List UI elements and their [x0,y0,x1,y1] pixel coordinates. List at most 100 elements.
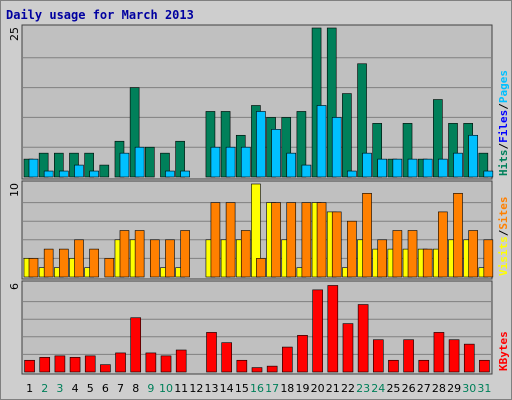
bar-kbytes-day-26 [403,339,414,373]
day-label-18: 18 [280,382,294,395]
bar-kbytes-day-29 [448,339,460,373]
bar-kbytes-day-19 [297,335,308,373]
bar-hits-day-20 [311,27,322,178]
bar-sites-day-16 [256,258,266,278]
day-label-11: 11 [174,382,188,395]
bar-pages-day-15 [240,146,251,178]
bar-sites-day-15 [240,230,251,278]
bar-sites-day-27 [422,248,433,278]
bar-hits-day-2 [38,152,49,178]
panel-middle-legend: Visits/Sites [497,197,510,277]
bar-kbytes-day-6 [100,364,111,373]
bar-pages-day-22 [347,170,357,178]
day-label-24: 24 [371,382,385,395]
panel-middle: 10 Visits/Sites [8,180,510,280]
day-label-2: 2 [41,382,48,395]
bar-pages-day-16 [256,111,266,178]
bar-hits-day-18 [281,117,292,178]
bar-kbytes-day-25 [388,359,399,373]
bar-pages-day-1 [28,158,39,178]
day-label-17: 17 [265,382,279,395]
bar-sites-day-11 [180,230,190,278]
legend-separator: / [497,143,510,150]
day-label-13: 13 [205,382,219,395]
bar-kbytes-day-24 [372,339,384,373]
day-label-16: 16 [250,382,264,395]
day-label-29: 29 [447,382,461,395]
bar-sites-day-28 [438,211,448,278]
day-label-8: 8 [132,382,139,395]
bar-kbytes-day-28 [433,332,445,373]
bar-kbytes-day-3 [54,355,66,373]
bar-sites-day-8 [134,230,145,278]
bar-hits-day-5 [84,152,94,178]
bar-sites-day-19 [301,202,312,278]
bar-pages-day-27 [422,158,433,178]
bar-pages-day-24 [377,158,388,178]
bar-hits-day-28 [433,99,443,178]
day-label-28: 28 [432,382,446,395]
bar-pages-day-18 [286,152,297,178]
bar-sites-day-5 [89,248,99,278]
bar-sites-day-17 [271,202,281,278]
panel-bottom-ymax-label: 6 [8,283,21,290]
bar-kbytes-day-9 [145,352,157,373]
bar-pages-day-30 [468,134,478,178]
bar-kbytes-day-30 [463,343,475,373]
bar-hits-day-10 [160,152,170,178]
bar-sites-day-10 [165,239,175,278]
bar-kbytes-day-17 [266,365,278,373]
bar-sites-day-4 [74,239,84,278]
bar-sites-day-25 [392,230,403,278]
bar-pages-day-21 [331,117,342,178]
day-label-9: 9 [147,382,154,395]
bar-sites-day-9 [149,239,160,278]
panel-top-legend: Hits/Files/Pages [497,70,510,176]
bar-kbytes-day-14 [221,342,232,373]
bar-hits-day-8 [129,87,140,178]
bar-kbytes-day-27 [418,359,430,373]
bar-sites-day-21 [331,211,342,278]
bar-pages-day-11 [180,170,190,178]
chart-title: Daily usage for March 2013 [6,8,194,22]
day-label-31: 31 [477,382,491,395]
bar-kbytes-day-8 [130,317,142,373]
bar-sites-day-24 [377,239,388,278]
bar-kbytes-day-31 [479,359,490,373]
bar-kbytes-day-7 [115,352,126,373]
bar-sites-day-7 [119,230,130,278]
legend-hits: Hits [497,150,510,177]
day-label-14: 14 [220,382,234,395]
bar-pages-day-19 [301,164,312,178]
bar-sites-day-29 [453,193,463,278]
bar-hits-day-13 [205,111,216,178]
bar-pages-day-13 [210,146,221,178]
bar-kbytes-day-21 [327,285,339,373]
bar-hits-day-23 [357,63,367,178]
panel-top-ymax-label: 25 [8,27,21,41]
bar-pages-day-3 [59,170,69,178]
day-label-25: 25 [386,382,400,395]
legend-visits: Visits [497,236,510,276]
day-label-7: 7 [117,382,124,395]
bar-hits-day-29 [448,123,458,178]
bar-hits-day-24 [372,123,383,178]
day-label-22: 22 [341,382,355,395]
bar-hits-day-19 [296,111,307,178]
bar-kbytes-day-18 [282,346,293,373]
day-label-15: 15 [235,382,249,395]
bar-sites-day-20 [316,202,327,278]
bar-sites-day-23 [362,193,372,278]
day-label-1: 1 [26,382,33,395]
bar-kbytes-day-1 [24,359,35,373]
legend-separator: / [497,229,510,236]
day-label-23: 23 [356,382,370,395]
legend-separator: / [497,103,510,110]
bar-sites-day-13 [210,202,221,278]
day-label-4: 4 [72,382,79,395]
bar-kbytes-day-13 [206,332,217,373]
legend-files: Files [497,110,510,143]
